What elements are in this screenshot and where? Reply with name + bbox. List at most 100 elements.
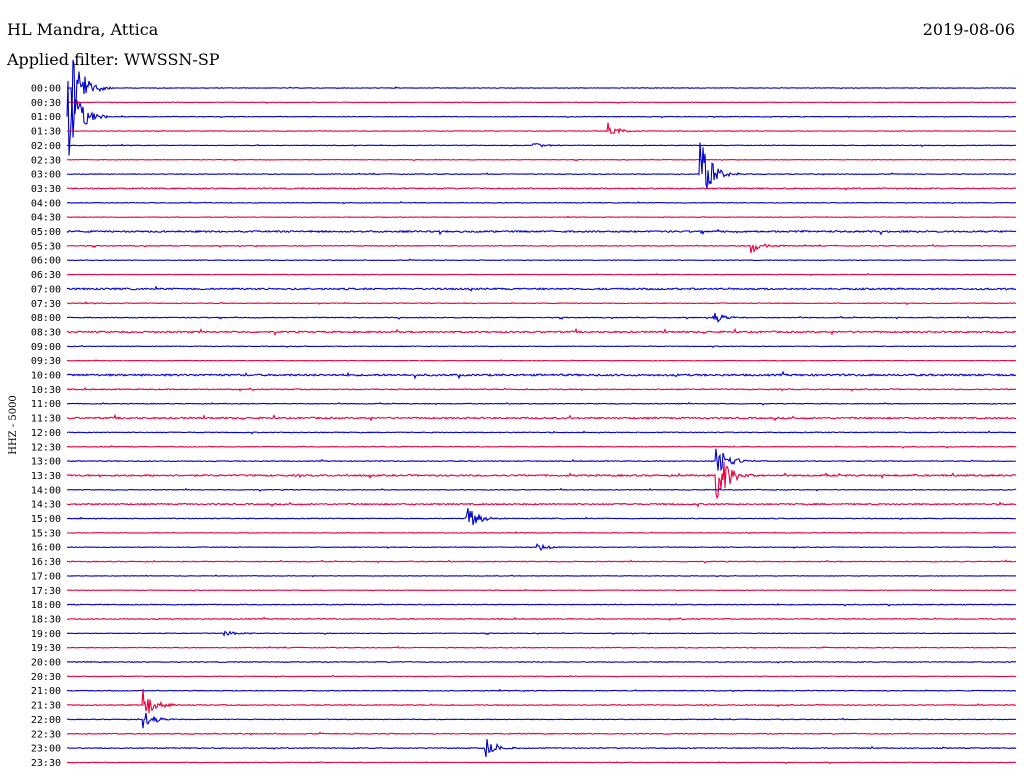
time-label: 03:00 <box>31 170 61 181</box>
trace-line <box>66 542 1017 552</box>
time-label: 18:30 <box>31 614 61 625</box>
time-label: 07:30 <box>31 299 61 310</box>
time-label: 18:00 <box>31 600 61 611</box>
time-label: 19:30 <box>31 643 61 654</box>
trace-line <box>66 630 1017 637</box>
time-label: 04:30 <box>31 213 61 224</box>
time-label: 23:00 <box>31 744 61 755</box>
trace-line <box>66 301 1017 306</box>
trace-line <box>66 258 1017 262</box>
time-label: 21:00 <box>31 686 61 697</box>
trace-line <box>66 370 1017 380</box>
trace-line <box>66 312 1017 324</box>
time-label: 08:30 <box>31 327 61 338</box>
time-label: 13:00 <box>31 457 61 468</box>
time-label: 11:30 <box>31 414 61 425</box>
time-label: 06:00 <box>31 256 61 267</box>
time-label: 22:30 <box>31 729 61 740</box>
trace-line <box>66 359 1017 362</box>
trace-line <box>66 448 1017 472</box>
time-label: 17:00 <box>31 571 61 582</box>
time-label: 14:30 <box>31 500 61 511</box>
time-label: 08:00 <box>31 313 61 324</box>
time-label: 00:30 <box>31 98 61 109</box>
time-label: 10:00 <box>31 371 61 382</box>
trace-line <box>66 712 1017 729</box>
time-label: 05:00 <box>31 227 61 238</box>
trace-line <box>66 445 1017 449</box>
trace-line <box>66 201 1017 205</box>
trace-line <box>66 101 1017 104</box>
time-label: 13:30 <box>31 471 61 482</box>
station-title: HL Mandra, Attica <box>7 20 159 39</box>
trace-line <box>66 344 1017 349</box>
time-label: 02:30 <box>31 155 61 166</box>
time-label: 22:00 <box>31 715 61 726</box>
trace-line <box>66 285 1017 292</box>
time-label: 20:30 <box>31 672 61 683</box>
trace-line <box>66 574 1017 578</box>
trace-line <box>66 688 1017 693</box>
trace-line <box>66 228 1017 236</box>
trace-line <box>66 761 1017 765</box>
time-label: 11:00 <box>31 399 61 410</box>
time-label: 17:30 <box>31 586 61 597</box>
time-label: 21:30 <box>31 701 61 712</box>
time-label: 15:30 <box>31 528 61 539</box>
trace-line <box>66 501 1017 508</box>
trace-line <box>66 272 1017 277</box>
trace-line <box>66 660 1017 664</box>
trace-line <box>66 559 1017 564</box>
trace-line <box>66 461 1017 500</box>
trace-line <box>66 401 1017 406</box>
trace-line <box>66 413 1017 422</box>
trace-line <box>66 645 1017 650</box>
record-date: 2019-08-06 <box>922 20 1015 39</box>
time-label: 16:00 <box>31 543 61 554</box>
filter-label: Applied filter: WWSSN-SP <box>7 50 220 69</box>
trace-line <box>66 387 1017 392</box>
trace-line <box>66 243 1017 253</box>
time-label: 05:30 <box>31 241 61 252</box>
time-label: 12:00 <box>31 428 61 439</box>
trace-line <box>66 80 1017 156</box>
trace-line <box>66 616 1017 622</box>
trace-line <box>66 327 1017 337</box>
time-label: 10:30 <box>31 385 61 396</box>
time-label: 01:30 <box>31 127 61 138</box>
time-label: 15:00 <box>31 514 61 525</box>
trace-line <box>66 530 1017 535</box>
time-label: 19:00 <box>31 629 61 640</box>
time-label: 06:30 <box>31 270 61 281</box>
trace-line <box>66 688 1017 714</box>
time-label: 12:30 <box>31 442 61 453</box>
time-label: 14:00 <box>31 485 61 496</box>
trace-line <box>66 674 1017 678</box>
trace-line <box>66 143 1017 148</box>
trace-line <box>66 187 1017 191</box>
trace-line <box>66 588 1017 592</box>
time-label: 04:00 <box>31 198 61 209</box>
channel-axis-label: HHZ - 5000 <box>8 395 19 455</box>
trace-line <box>66 731 1017 736</box>
time-label: 00:00 <box>31 84 61 95</box>
time-label: 07:00 <box>31 284 61 295</box>
time-label: 20:00 <box>31 658 61 669</box>
trace-line <box>66 122 1017 135</box>
trace-line <box>66 487 1017 492</box>
trace-line <box>66 59 1017 114</box>
trace-line <box>66 142 1017 189</box>
time-label: 03:30 <box>31 184 61 195</box>
time-label: 01:00 <box>31 112 61 123</box>
trace-line <box>66 158 1017 162</box>
time-label: 23:30 <box>31 758 61 769</box>
time-label: 02:00 <box>31 141 61 152</box>
trace-line <box>66 215 1017 219</box>
time-label: 09:30 <box>31 356 61 367</box>
trace-line <box>66 602 1017 607</box>
trace-line <box>66 508 1017 526</box>
time-label: 09:00 <box>31 342 61 353</box>
time-label: 16:30 <box>31 557 61 568</box>
